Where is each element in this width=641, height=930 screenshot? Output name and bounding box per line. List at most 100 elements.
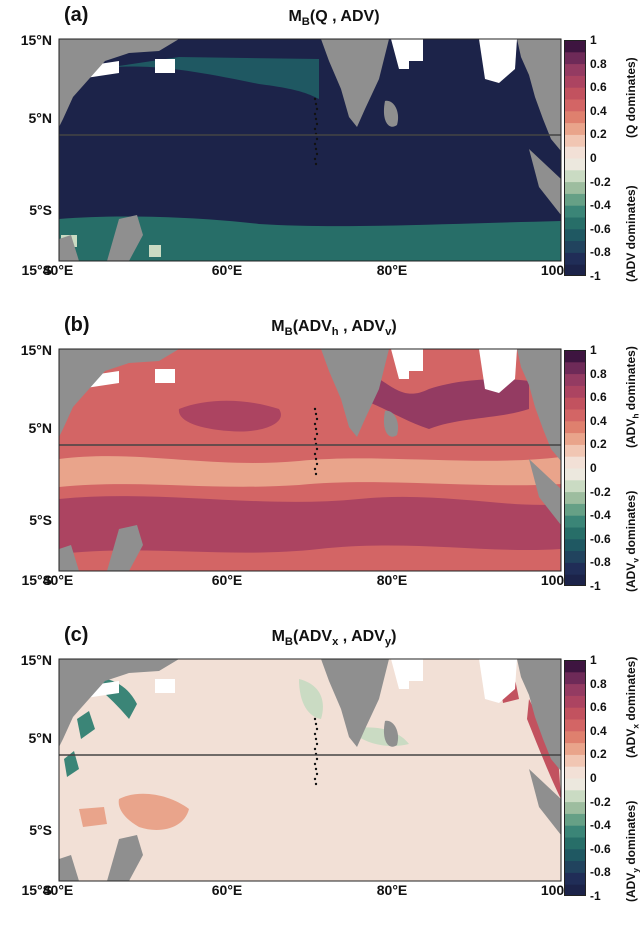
colorbar-tick-label: 0.2 — [590, 437, 607, 452]
colorbar-segment — [564, 205, 586, 218]
colorbar-tick-label: 0.6 — [590, 700, 607, 715]
colorbar-segment — [564, 515, 586, 528]
island-dot — [314, 722, 318, 726]
island-dot — [315, 417, 319, 421]
colorbar-segment — [564, 146, 586, 159]
field-region-equatorial-band — [59, 456, 561, 487]
land-mass — [107, 525, 143, 571]
colorbar-segment — [564, 707, 586, 720]
colorbar-tick-label: 1 — [590, 653, 597, 667]
masked-cells — [403, 659, 423, 681]
subscript: h — [331, 326, 339, 339]
colorbar-tick-label: -0.8 — [590, 865, 611, 880]
subscript: h — [630, 413, 641, 419]
land-mass — [529, 459, 561, 525]
colorbar-segment — [564, 252, 586, 265]
masked-cells — [403, 349, 423, 371]
island-dot — [314, 162, 318, 166]
text-run: (ADV dominates) — [624, 185, 638, 282]
colorbar-segment — [564, 837, 586, 850]
subscript: v — [385, 326, 392, 339]
y-tick-label: 5°S — [29, 822, 52, 838]
colorbar-segment — [564, 110, 586, 124]
island-dot — [315, 447, 319, 451]
y-tick-label: 15°S — [21, 262, 52, 278]
text-run: (ADV — [624, 728, 638, 758]
map-content — [58, 658, 562, 882]
y-tick-label: 5°N — [28, 110, 53, 126]
colorbar-tick-label: -0.6 — [590, 841, 611, 856]
island-dot — [315, 462, 319, 466]
land-mass — [321, 349, 389, 437]
y-tick-label: 5°N — [28, 420, 53, 436]
colorbar-segment — [564, 527, 586, 540]
subscript: v — [630, 557, 641, 563]
text-run: , ADV — [338, 318, 386, 335]
x-tick-label: 40°E — [42, 262, 74, 278]
colorbar-frame — [564, 660, 586, 896]
colorbar-tick-label: 0 — [590, 771, 597, 785]
colorbar-segment — [564, 420, 586, 434]
colorbar-tick-label: 0.4 — [590, 413, 607, 428]
text-run: ) — [391, 318, 397, 335]
colorbar-label-top: (Q dominates) — [624, 57, 638, 138]
colorbar-segment — [564, 87, 586, 100]
land-mass — [59, 39, 179, 127]
colorbar-tick-label: -0.2 — [590, 174, 611, 189]
island-dot — [313, 142, 317, 146]
land-mass — [59, 235, 79, 261]
colorbar-tick-label: 0.8 — [590, 676, 607, 691]
colorbar-tick-label: -0.4 — [590, 198, 611, 213]
colorbar-segment — [564, 848, 586, 862]
colorbar-segment — [564, 813, 586, 826]
island-dot — [315, 757, 319, 761]
land-mass — [59, 659, 179, 747]
y-tick-label: 5°S — [29, 512, 52, 528]
colorbar-segment — [564, 350, 586, 363]
land-mass — [517, 39, 561, 151]
field-region-southern-band — [59, 216, 561, 261]
island-dot — [313, 157, 317, 161]
map-content — [58, 38, 562, 262]
colorbar-tick-label: 1 — [590, 33, 597, 47]
map-plot — [58, 38, 562, 262]
panel-letter: (c) — [64, 624, 89, 646]
colorbar-segment — [564, 730, 586, 744]
island-dot — [313, 112, 317, 116]
colorbar-segment — [564, 766, 586, 779]
colorbar-segment — [564, 778, 586, 791]
island-dot — [313, 717, 317, 721]
land-mass — [59, 349, 179, 437]
island-dot — [315, 122, 319, 126]
land-mass — [383, 100, 399, 127]
text-run: (Q , ADV) — [309, 8, 380, 25]
colorbar-tick-label: -0.2 — [590, 484, 611, 499]
colorbar-tick-label: -0.6 — [590, 221, 611, 236]
colorbar-segment — [564, 660, 586, 673]
island-dot — [313, 407, 317, 411]
colorbar-segment — [564, 134, 586, 147]
colorbar-segment — [564, 228, 586, 242]
subscript: x — [630, 723, 641, 729]
masked-cells — [79, 59, 175, 79]
title-main: M — [271, 318, 285, 335]
island-dot — [315, 742, 319, 746]
island-dot — [314, 767, 318, 771]
colorbar-tick-label: 0.6 — [590, 80, 607, 95]
masked-cells — [479, 659, 517, 703]
colorbar-segment — [564, 361, 586, 375]
y-tick-label: 5°N — [28, 730, 53, 746]
x-tick-label: 60°E — [211, 262, 243, 278]
y-tick-label: 5°S — [29, 202, 52, 218]
colorbar-tick-label: 0.6 — [590, 390, 607, 405]
colorbar — [564, 40, 586, 276]
field-region-somali-coast — [64, 677, 137, 777]
land-mass — [517, 659, 561, 771]
colorbar-tick-label: 0 — [590, 461, 597, 475]
island-dot — [314, 117, 318, 121]
land-mass — [59, 545, 79, 571]
land-mass — [517, 349, 561, 461]
colorbar-tick-label: -0.8 — [590, 555, 611, 570]
island-dot — [313, 437, 317, 441]
x-tick-label: 80°E — [376, 882, 408, 898]
